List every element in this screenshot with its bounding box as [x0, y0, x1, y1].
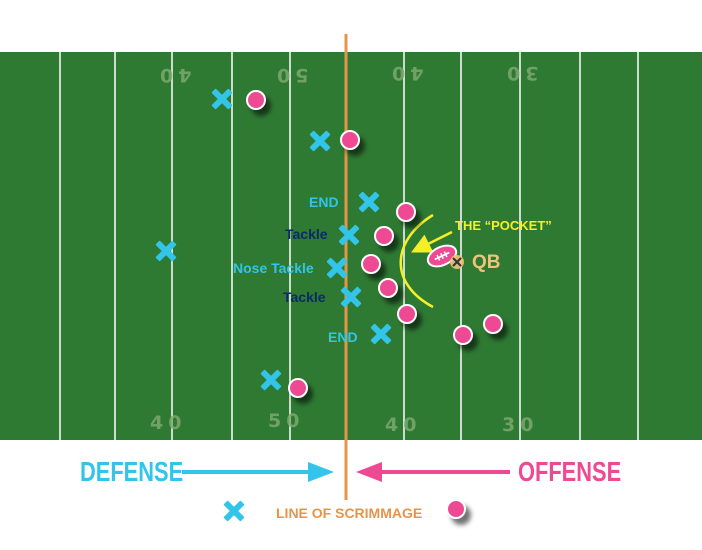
x-mark-icon	[370, 323, 392, 345]
nose-tackle-label: Nose Tackle	[233, 260, 314, 276]
defense-label: DEFENSE	[80, 456, 184, 487]
x-mark-icon	[155, 240, 177, 262]
dot-icon	[374, 226, 394, 246]
dot-icon	[378, 278, 398, 298]
qb-marker-icon	[450, 255, 464, 269]
x-mark-icon	[340, 286, 362, 308]
tackle-bottom-label: Tackle	[283, 289, 326, 305]
pocket-curve	[399, 213, 434, 309]
line-of-scrimmage-label: LINE OF SCRIMMAGE	[276, 505, 423, 521]
dot-icon	[288, 378, 308, 398]
football-field	[0, 52, 702, 440]
legend-x-mark-icon	[223, 500, 245, 522]
end-bottom-label: END	[328, 329, 358, 345]
field-number-bottom: 30	[502, 414, 539, 436]
offense-label: OFFENSE	[518, 456, 622, 487]
x-mark-icon	[309, 130, 331, 152]
offense-arrow-head	[356, 462, 382, 482]
dot-icon	[483, 314, 503, 334]
tackle-top-label: Tackle	[285, 226, 328, 242]
end-top-label: END	[309, 194, 339, 210]
football-icon	[426, 244, 458, 268]
dot-icon	[340, 130, 360, 150]
dot-icon	[246, 90, 266, 110]
legend-dot-icon	[446, 499, 466, 519]
x-mark-icon	[326, 257, 348, 279]
defense-arrow-head	[308, 462, 334, 482]
field-grass	[0, 52, 702, 440]
pocket-label: THE “POCKET”	[455, 218, 552, 233]
qb-label: QB	[472, 252, 501, 273]
x-mark-icon	[338, 224, 360, 246]
field-number-bottom: 50	[268, 410, 305, 432]
dot-icon	[453, 325, 473, 345]
dot-icon	[361, 254, 381, 274]
x-mark-icon	[358, 191, 380, 213]
x-mark-icon	[211, 88, 233, 110]
field-number-bottom: 40	[150, 412, 187, 434]
x-mark-icon	[260, 369, 282, 391]
pocket-arrow	[411, 230, 453, 253]
field-number-bottom: 40	[385, 414, 422, 436]
dot-icon	[397, 304, 417, 324]
dot-icon	[396, 202, 416, 222]
